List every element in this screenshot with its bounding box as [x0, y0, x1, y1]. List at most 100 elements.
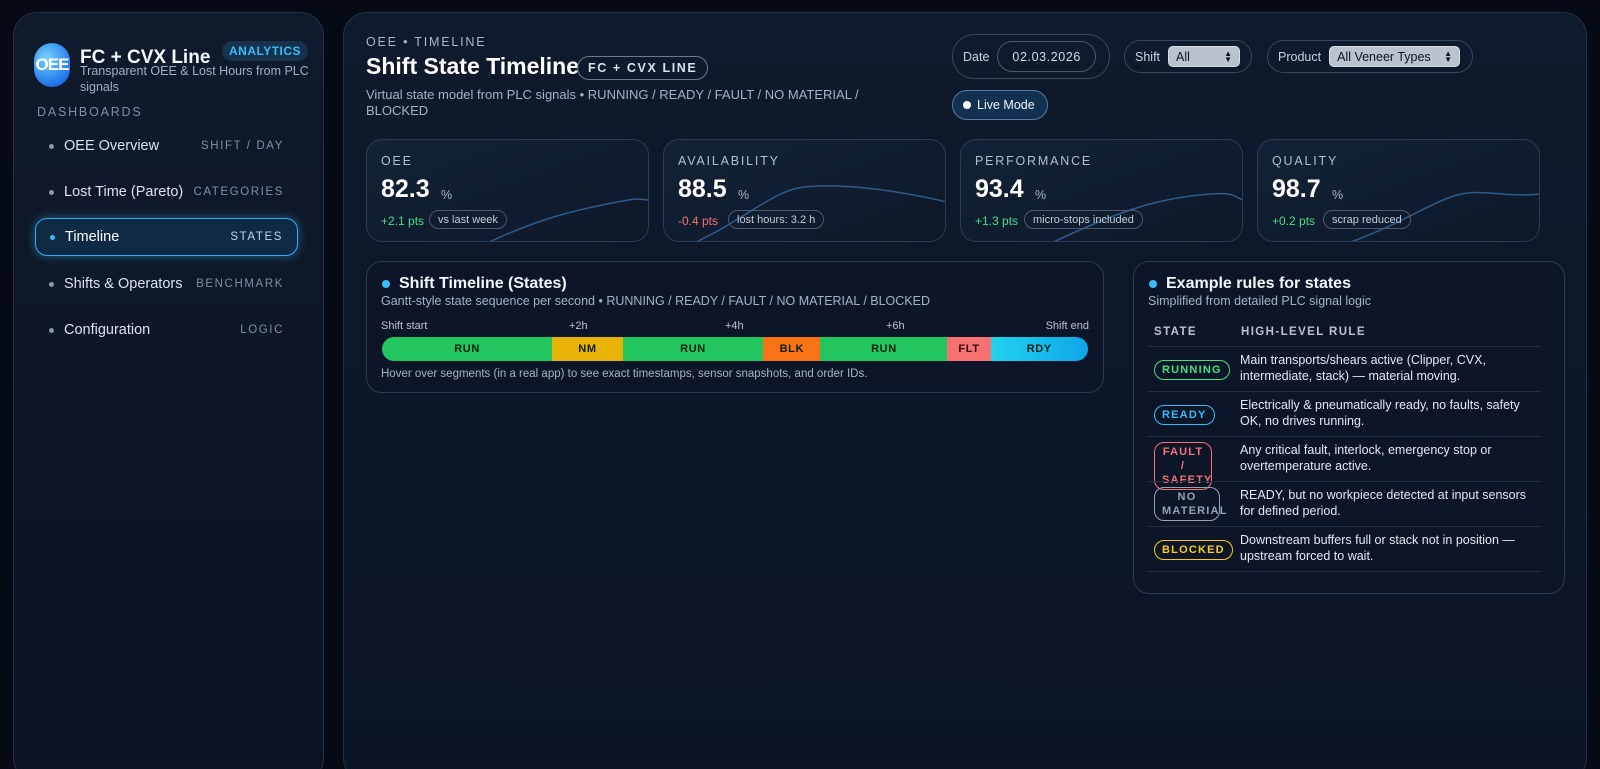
tick-label: Shift end	[1045, 320, 1089, 332]
kpi-delta: +0.2 pts	[1272, 214, 1316, 228]
state-badge-blocked: BLOCKED	[1154, 540, 1233, 560]
rule-row: FAULT / SAFETY Any critical fault, inter…	[1148, 436, 1541, 490]
sidebar-item-tag: LOGIC	[240, 324, 284, 336]
timeline-ticks: Shift start +2h +4h +6h Shift end	[381, 320, 1089, 334]
state-badge-running: RUNNING	[1154, 360, 1230, 380]
main-content: OEE • TIMELINE Shift State Timeline FC +…	[343, 12, 1587, 769]
rule-text: READY, but no workpiece detected at inpu…	[1240, 488, 1527, 518]
kpi-unit: %	[1035, 188, 1047, 202]
shift-label: Shift	[1135, 49, 1161, 64]
shift-select[interactable]: All ▲ ▼	[1168, 46, 1241, 67]
live-mode-button[interactable]: Live Mode	[952, 90, 1048, 120]
sidebar-item-tag: BENCHMARK	[196, 278, 284, 290]
section-label: DASHBOARDS	[37, 105, 143, 119]
rule-text: Main transports/shears active (Clipper, …	[1240, 353, 1486, 383]
timeline-segment-run[interactable]: RUN	[820, 337, 948, 361]
rules-title: Example rules for states	[1166, 275, 1351, 292]
kpi-label: PERFORMANCE	[975, 154, 1093, 168]
date-input[interactable]: 02.03.2026	[997, 41, 1096, 72]
state-badge-fault: FAULT / SAFETY	[1154, 442, 1212, 490]
sidebar-item-label: Timeline	[65, 229, 120, 245]
live-dot-icon	[963, 101, 971, 109]
rule-row: RUNNING Main transports/shears active (C…	[1148, 346, 1541, 391]
timeline-segment-blk[interactable]: BLK	[763, 337, 821, 361]
kpi-note: micro-stops included	[1024, 210, 1143, 229]
sidebar-item-configuration[interactable]: Configuration LOGIC	[35, 311, 298, 349]
live-mode-label: Live Mode	[977, 98, 1035, 112]
kpi-label: AVAILABILITY	[678, 154, 780, 168]
sparkline-chart	[489, 198, 648, 241]
timeline-segment-run[interactable]: RUN	[622, 337, 764, 361]
timeline-segment-nm[interactable]: NM	[552, 337, 623, 361]
bullet-icon	[49, 143, 54, 149]
sidebar-item-label: Shifts & Operators	[64, 276, 183, 292]
sidebar-item-timeline[interactable]: Timeline STATES	[35, 218, 298, 256]
shift-select-value: All	[1176, 49, 1190, 64]
date-label: Date	[963, 49, 990, 64]
sidebar-item-label: OEE Overview	[64, 138, 160, 154]
sidebar-item-tag: STATES	[230, 231, 283, 243]
state-badge-ready: READY	[1154, 405, 1215, 425]
tick-label: Shift start	[381, 320, 428, 332]
kpi-delta: +1.3 pts	[975, 214, 1019, 228]
sidebar: OEE FC + CVX Line ANALYTICS Transparent …	[13, 12, 324, 769]
state-badge-no-material: NO MATERIAL	[1154, 487, 1226, 521]
brand-subtitle: Transparent OEE & Lost Hours from PLC si…	[80, 64, 309, 94]
timeline-bar: RUN NM RUN BLK RUN FLT RDY	[382, 337, 1088, 361]
rules-panel: Example rules for states Simplified from…	[1133, 261, 1565, 594]
timeline-segment-flt[interactable]: FLT	[947, 337, 991, 361]
product-select-value: All Veneer Types	[1337, 49, 1431, 64]
bullet-icon	[50, 234, 55, 240]
rules-subtitle: Simplified from detailed PLC signal logi…	[1148, 294, 1372, 308]
brand-badge: ANALYTICS	[222, 41, 309, 61]
tick-label: +4h	[725, 320, 744, 332]
page-title: Shift State Timeline	[366, 53, 580, 79]
kpi-delta: +2.1 pts	[381, 214, 425, 228]
tick-label: +2h	[569, 320, 588, 332]
bullet-icon	[49, 189, 54, 195]
select-arrows-icon: ▲ ▼	[1444, 48, 1453, 64]
bullet-icon	[49, 327, 54, 333]
kpi-card-oee: OEE 82.3 % +2.1 pts vs last week	[366, 139, 649, 242]
bullet-icon	[49, 281, 54, 287]
product-select[interactable]: All Veneer Types ▲ ▼	[1329, 46, 1461, 67]
kpi-delta: -0.4 pts	[678, 214, 719, 228]
panel-dot-icon	[1149, 280, 1157, 288]
rule-text: Downstream buffers full or stack not in …	[1240, 533, 1515, 563]
kpi-label: OEE	[381, 154, 413, 168]
kpi-unit: %	[1332, 188, 1344, 202]
kpi-card-availability: AVAILABILITY 88.5 % -0.4 pts lost hours:…	[663, 139, 946, 242]
sidebar-item-lost-time[interactable]: Lost Time (Pareto) CATEGORIES	[35, 173, 298, 211]
line-chip: FC + CVX LINE	[577, 56, 709, 80]
kpi-value: 98.7	[1272, 175, 1321, 203]
kpi-unit: %	[738, 188, 750, 202]
sidebar-item-oee-overview[interactable]: OEE Overview SHIFT / DAY	[35, 127, 298, 165]
page-eyebrow: OEE • TIMELINE	[366, 35, 487, 49]
kpi-unit: %	[441, 188, 453, 202]
timeline-segment-rdy[interactable]: RDY	[990, 337, 1088, 361]
rule-row: NO MATERIAL READY, but no workpiece dete…	[1148, 481, 1541, 526]
kpi-value: 93.4	[975, 175, 1024, 203]
brand-logo: OEE	[34, 43, 70, 87]
column-header-rule: HIGH-LEVEL RULE	[1241, 326, 1366, 338]
page-subtitle: Virtual state model from PLC signals • R…	[366, 87, 859, 118]
rule-row: BLOCKED Downstream buffers full or stack…	[1148, 526, 1541, 572]
timeline-segment-run[interactable]: RUN	[382, 337, 553, 361]
date-control: Date 02.03.2026	[952, 34, 1110, 79]
sidebar-item-shifts-operators[interactable]: Shifts & Operators BENCHMARK	[35, 265, 298, 303]
sidebar-item-tag: CATEGORIES	[193, 186, 284, 198]
kpi-card-quality: QUALITY 98.7 % +0.2 pts scrap reduced	[1257, 139, 1540, 242]
kpi-card-performance: PERFORMANCE 93.4 % +1.3 pts micro-stops …	[960, 139, 1243, 242]
kpi-label: QUALITY	[1272, 154, 1339, 168]
rule-row: READY Electrically & pneumatically ready…	[1148, 391, 1541, 436]
sidebar-item-tag: SHIFT / DAY	[201, 140, 284, 152]
column-header-state: STATE	[1154, 326, 1197, 338]
product-control: Product All Veneer Types ▲ ▼	[1267, 40, 1473, 73]
sparkline-chart	[1053, 192, 1242, 241]
rule-text: Electrically & pneumatically ready, no f…	[1240, 398, 1520, 428]
kpi-value: 88.5	[678, 175, 727, 203]
sidebar-item-label: Lost Time (Pareto)	[64, 184, 184, 200]
rule-text: Any critical fault, interlock, emergency…	[1240, 443, 1492, 473]
timeline-panel: Shift Timeline (States) Gantt-style stat…	[366, 261, 1104, 393]
tick-label: +6h	[886, 320, 905, 332]
